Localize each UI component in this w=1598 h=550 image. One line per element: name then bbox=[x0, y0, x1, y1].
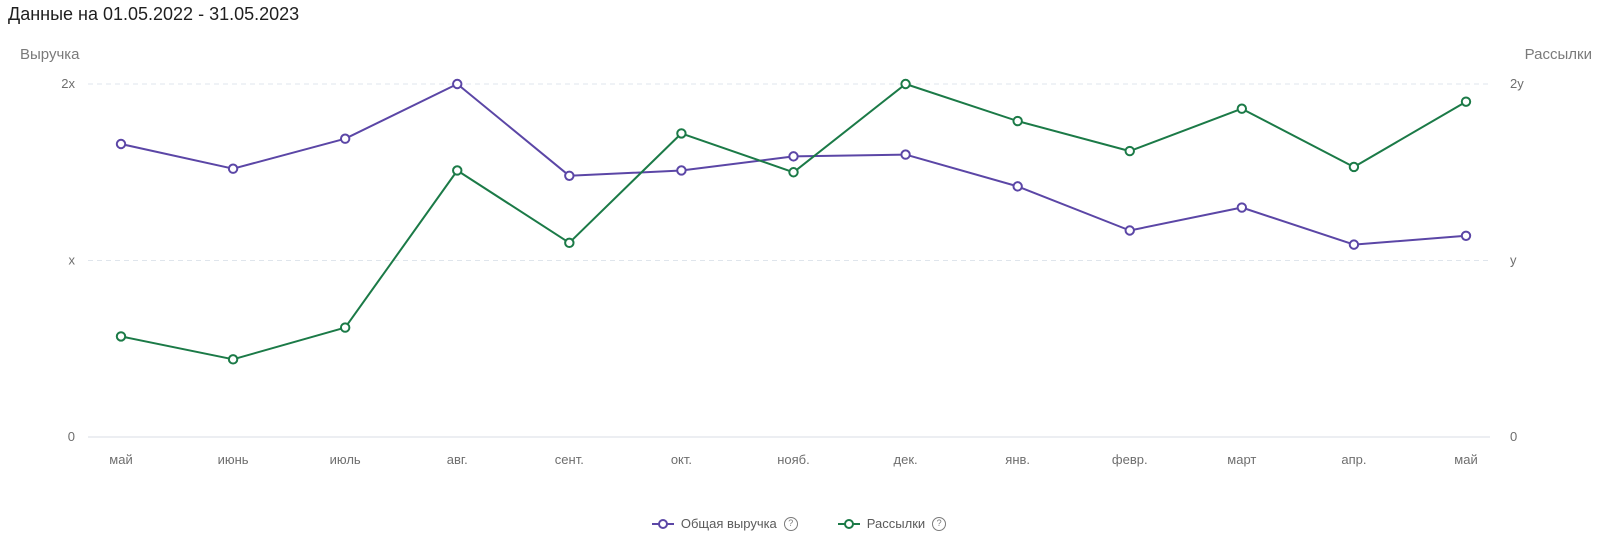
x-tick-label: июль bbox=[330, 452, 361, 467]
data-point-mailings[interactable] bbox=[452, 165, 463, 176]
data-point-mailings[interactable] bbox=[1348, 161, 1360, 173]
data-point-mailings[interactable] bbox=[339, 322, 351, 333]
y-left-tick-label: 2x bbox=[61, 76, 75, 91]
right-axis-title: Рассылки bbox=[1524, 46, 1592, 63]
data-point-revenue[interactable] bbox=[564, 170, 575, 181]
data-point-revenue[interactable] bbox=[339, 133, 351, 144]
series-points bbox=[115, 78, 1472, 365]
line-chart: 0 0 x y 2x 2y май июнь июль авг. сент. окт. нояб. де… bbox=[61, 76, 1524, 467]
legend-marker-revenue bbox=[651, 518, 674, 529]
data-point-revenue[interactable] bbox=[900, 149, 911, 160]
legend-marker-mailings bbox=[837, 518, 860, 529]
x-tick-label: нояб. bbox=[777, 452, 810, 467]
x-tick-label: май bbox=[109, 452, 132, 467]
help-icon[interactable]: ? bbox=[783, 516, 798, 531]
data-point-mailings[interactable] bbox=[676, 128, 687, 139]
data-point-revenue[interactable] bbox=[115, 138, 127, 150]
data-point-mailings[interactable] bbox=[1012, 115, 1023, 127]
y-left-tick-label: x bbox=[69, 253, 76, 268]
series-lines bbox=[120, 83, 1467, 361]
data-point-revenue[interactable] bbox=[1012, 181, 1023, 192]
data-point-mailings[interactable] bbox=[1124, 145, 1135, 157]
data-point-revenue[interactable] bbox=[676, 165, 687, 176]
data-point-revenue[interactable] bbox=[1124, 225, 1135, 236]
series-line-revenue bbox=[120, 83, 1467, 246]
y-tick-labels: 0 0 x y 2x 2y bbox=[61, 76, 1524, 444]
y-right-tick-label: 0 bbox=[1510, 429, 1517, 444]
y-left-tick-label: 0 bbox=[68, 429, 75, 444]
data-point-mailings[interactable] bbox=[900, 78, 911, 90]
x-tick-labels: май июнь июль авг. сент. окт. нояб. дек. янв. фев… bbox=[109, 452, 1477, 467]
y-right-tick-label: y bbox=[1510, 253, 1517, 268]
data-point-revenue[interactable] bbox=[788, 151, 799, 162]
data-point-mailings[interactable] bbox=[227, 354, 239, 365]
grid-lines bbox=[88, 83, 1490, 438]
legend-label-mailings: Рассылки bbox=[866, 516, 926, 531]
data-point-revenue[interactable] bbox=[227, 163, 239, 174]
x-tick-label: дек. bbox=[894, 452, 918, 467]
x-tick-label: май bbox=[1454, 452, 1477, 467]
x-tick-label: апр. bbox=[1341, 452, 1366, 467]
help-icon[interactable]: ? bbox=[932, 516, 947, 531]
data-point-mailings[interactable] bbox=[1460, 96, 1472, 107]
data-point-revenue[interactable] bbox=[1460, 230, 1472, 241]
legend-item-mailings[interactable]: Рассылки ? bbox=[837, 516, 947, 531]
x-tick-label: июнь bbox=[218, 452, 249, 467]
data-point-mailings[interactable] bbox=[115, 331, 127, 342]
page-title: Данные на 01.05.2022 - 31.05.2023 bbox=[8, 4, 300, 24]
x-tick-label: март bbox=[1227, 452, 1256, 467]
data-point-mailings[interactable] bbox=[788, 167, 799, 178]
data-point-mailings[interactable] bbox=[564, 237, 575, 249]
x-tick-label: окт. bbox=[671, 452, 692, 467]
left-axis-title: Выручка bbox=[20, 46, 80, 63]
data-point-revenue[interactable] bbox=[1236, 202, 1248, 213]
data-point-revenue[interactable] bbox=[452, 78, 463, 90]
series-line-mailings bbox=[120, 83, 1467, 361]
chart-legend: Общая выручка ? Рассылки ? bbox=[0, 516, 1598, 531]
y-right-tick-label: 2y bbox=[1510, 76, 1524, 91]
x-tick-label: янв. bbox=[1005, 452, 1030, 467]
legend-item-revenue[interactable]: Общая выручка ? bbox=[651, 516, 798, 531]
x-tick-label: февр. bbox=[1112, 452, 1148, 467]
data-point-revenue[interactable] bbox=[1348, 239, 1360, 250]
data-point-mailings[interactable] bbox=[1236, 103, 1248, 114]
legend-label-revenue: Общая выручка bbox=[680, 516, 777, 531]
x-tick-label: сент. bbox=[555, 452, 584, 467]
x-tick-label: авг. bbox=[447, 452, 468, 467]
